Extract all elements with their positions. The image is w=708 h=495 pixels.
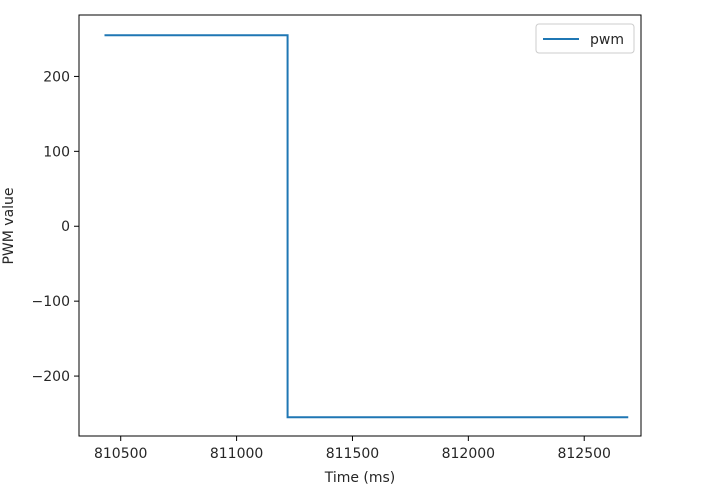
x-tick-label: 812500: [557, 446, 610, 462]
legend-label-pwm: pwm: [590, 32, 624, 48]
legend: pwm: [535, 23, 635, 54]
series-line-pwm: [104, 34, 629, 419]
x-axis-ticks: 810500 811000 811500 812000 812500: [94, 436, 611, 462]
y-tick-label: −100: [32, 294, 70, 310]
y-tick-label: 200: [43, 69, 70, 85]
axes-frame: [78, 14, 642, 437]
y-axis-title: PWM value: [1, 187, 17, 264]
x-tick-label: 811500: [326, 446, 379, 462]
series-layer: [104, 34, 629, 419]
y-axis-ticks: 200 100 0 −100 −200: [32, 69, 79, 385]
x-tick-label: 811000: [210, 446, 263, 462]
x-axis-title: Time (ms): [324, 470, 396, 486]
x-tick-label: 812000: [442, 446, 495, 462]
plot-area: [78, 14, 642, 437]
y-tick-label: 0: [61, 219, 70, 235]
x-tick-label: 810500: [94, 446, 147, 462]
y-tick-label: 100: [43, 144, 70, 160]
y-tick-label: −200: [32, 369, 70, 385]
legend-box: [535, 23, 635, 54]
